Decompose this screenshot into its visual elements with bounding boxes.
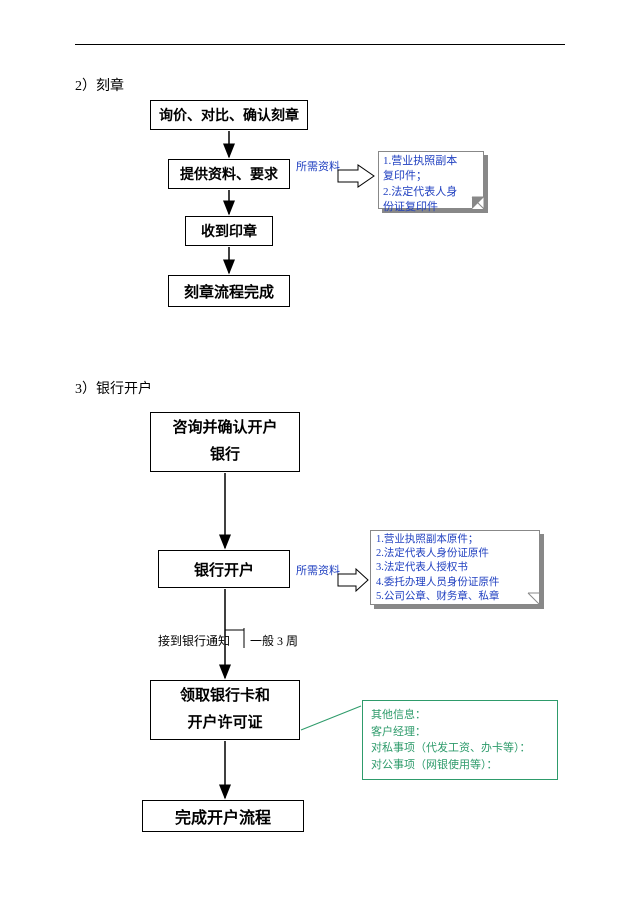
s1-node-receive: 收到印章 bbox=[185, 216, 273, 246]
green-l2: 客户经理： bbox=[371, 724, 549, 741]
s1-node-provide: 提供资料、要求 bbox=[168, 159, 290, 189]
s2-n1a: 咨询并确认开户 bbox=[172, 415, 277, 442]
section2-title: 3）银行开户 bbox=[75, 378, 152, 398]
s2-note-l5: 5.公司公章、财务章、私章 bbox=[376, 590, 499, 604]
s1-block-arrow bbox=[338, 165, 374, 187]
s2-n1b: 银行 bbox=[210, 442, 240, 469]
s1-note-text: 1.营业执照副本 复印件； 2.法定代表人身 份证复印件 bbox=[383, 154, 457, 216]
s2-n3b: 开户许可证 bbox=[187, 710, 262, 737]
s1-note-l2: 复印件； bbox=[383, 169, 457, 184]
s2-materials-label: 所需资料 bbox=[296, 562, 340, 578]
s2-note-l1: 1.营业执照副本原件； bbox=[376, 533, 499, 547]
s2-wait-b: 一般 3 周 bbox=[250, 632, 298, 649]
s2-wait-a: 接到银行通知 bbox=[158, 632, 230, 649]
s2-note-l4: 4.委托办理人员身份证原件 bbox=[376, 576, 499, 590]
s2-green-note: 其他信息： 客户经理： 对私事项（代发工资、办卡等）： 对公事项（网银使用等）： bbox=[362, 700, 558, 780]
s1-note-l1: 1.营业执照副本 bbox=[383, 154, 457, 169]
s1-materials-label: 所需资料 bbox=[296, 158, 340, 174]
green-l1: 其他信息： bbox=[371, 707, 549, 724]
s2-node-consult: 咨询并确认开户 银行 bbox=[150, 412, 300, 472]
s2-n3a: 领取银行卡和 bbox=[180, 683, 270, 710]
s2-node-card: 领取银行卡和 开户许可证 bbox=[150, 680, 300, 740]
top-rule bbox=[75, 44, 565, 45]
s2-block-arrow bbox=[338, 569, 368, 591]
s1-note-l4: 份证复印件 bbox=[383, 200, 457, 215]
s2-note-l2: 2.法定代表人身份证原件 bbox=[376, 547, 499, 561]
green-l4: 对公事项（网银使用等）： bbox=[371, 757, 549, 774]
page: 2）刻章 询价、对比、确认刻章 提供资料、要求 收到印章 刻章流程完成 1.营业… bbox=[0, 0, 640, 906]
s2-node-open: 银行开户 bbox=[158, 550, 290, 588]
green-l3: 对私事项（代发工资、办卡等）： bbox=[371, 740, 549, 757]
s2-note-text: 1.营业执照副本原件； 2.法定代表人身份证原件 3.法定代表人授权书 4.委托… bbox=[376, 533, 499, 604]
s2-node-done: 完成开户流程 bbox=[142, 800, 304, 832]
section1-title: 2）刻章 bbox=[75, 75, 124, 95]
s1-node-inquire: 询价、对比、确认刻章 bbox=[150, 100, 308, 130]
s1-note-l3: 2.法定代表人身 bbox=[383, 185, 457, 200]
s1-node-complete: 刻章流程完成 bbox=[168, 275, 290, 307]
s2-note-l3: 3.法定代表人授权书 bbox=[376, 561, 499, 575]
